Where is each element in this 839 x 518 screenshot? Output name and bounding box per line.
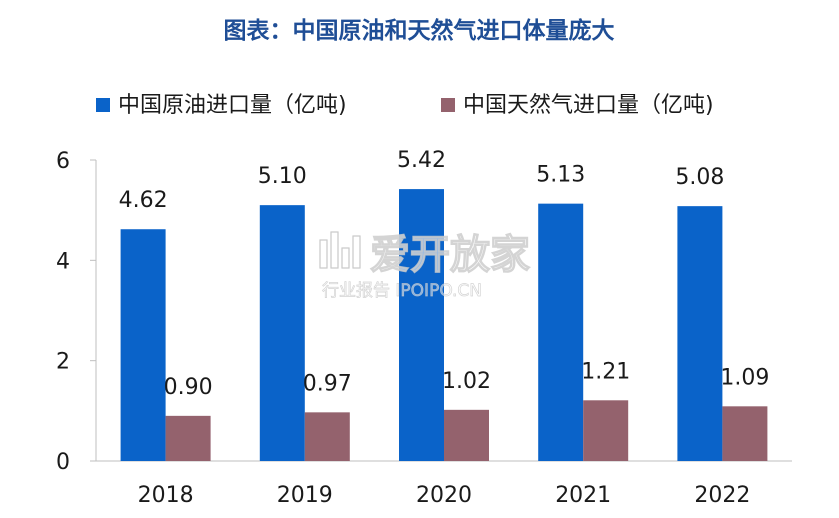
legend-label-2: 中国天然气进口量（亿吨) xyxy=(463,93,714,118)
y-tick-label: 4 xyxy=(56,249,70,274)
bar-natural-gas-2022 xyxy=(722,406,768,461)
x-axis: 2018 2019 2020 2021 2022 xyxy=(96,460,792,508)
bar-crude-oil-2018 xyxy=(120,229,166,461)
legend-swatch-2 xyxy=(441,98,455,112)
bar-natural-gas-2020 xyxy=(444,409,489,461)
bar-crude-oil-2019 xyxy=(259,205,305,461)
data-label-natural-gas-2019: 0.97 xyxy=(303,371,352,396)
data-label-crude-oil-2022: 5.08 xyxy=(675,165,724,190)
y-tick-label: 0 xyxy=(56,450,70,475)
y-tick-label: 6 xyxy=(56,149,70,174)
bar-crude-oil-2022 xyxy=(677,206,723,461)
bar-crude-oil-2020 xyxy=(399,189,444,461)
watermark-main-text: 爱开放家 xyxy=(370,232,530,278)
data-label-crude-oil-2020: 5.42 xyxy=(397,148,446,173)
bar-crude-oil-2021 xyxy=(538,203,584,461)
bar-natural-gas-2021 xyxy=(583,400,629,461)
chart-title: 图表：中国原油和天然气进口体量庞大 xyxy=(224,17,615,44)
data-label-natural-gas-2018: 0.90 xyxy=(164,375,213,400)
x-tick-label: 2019 xyxy=(277,483,333,508)
data-label-natural-gas-2022: 1.09 xyxy=(720,365,769,390)
watermark-logo-icon xyxy=(319,231,361,269)
watermark: 爱开放家 行业报告 IPOIPO.CN xyxy=(319,231,531,301)
x-tick-label: 2021 xyxy=(555,483,611,508)
data-label-natural-gas-2021: 1.21 xyxy=(581,359,630,384)
bar-natural-gas-2018 xyxy=(165,415,211,461)
y-tick-label: 2 xyxy=(56,350,70,375)
data-label-crude-oil-2019: 5.10 xyxy=(258,164,307,189)
x-tick-label: 2020 xyxy=(416,483,472,508)
x-tick-label: 2022 xyxy=(694,483,750,508)
legend: 中国原油进口量（亿吨) 中国天然气进口量（亿吨) xyxy=(96,93,714,118)
data-label-natural-gas-2020: 1.02 xyxy=(442,369,491,394)
legend-label-1: 中国原油进口量（亿吨) xyxy=(118,93,347,118)
legend-swatch-1 xyxy=(96,98,110,112)
x-tick-label: 2018 xyxy=(138,483,194,508)
data-label-crude-oil-2021: 5.13 xyxy=(536,163,585,188)
watermark-sub-text: 行业报告 IPOIPO.CN xyxy=(322,281,482,301)
data-label-crude-oil-2018: 4.62 xyxy=(119,188,168,213)
bars-layer xyxy=(120,189,768,461)
data-labels-layer: 4.62 0.90 5.10 0.97 5.42 1.02 5.13 1.21 5.08 1.09 xyxy=(119,148,770,400)
bar-natural-gas-2019 xyxy=(304,412,350,461)
y-axis: 0 2 4 6 xyxy=(56,149,97,475)
